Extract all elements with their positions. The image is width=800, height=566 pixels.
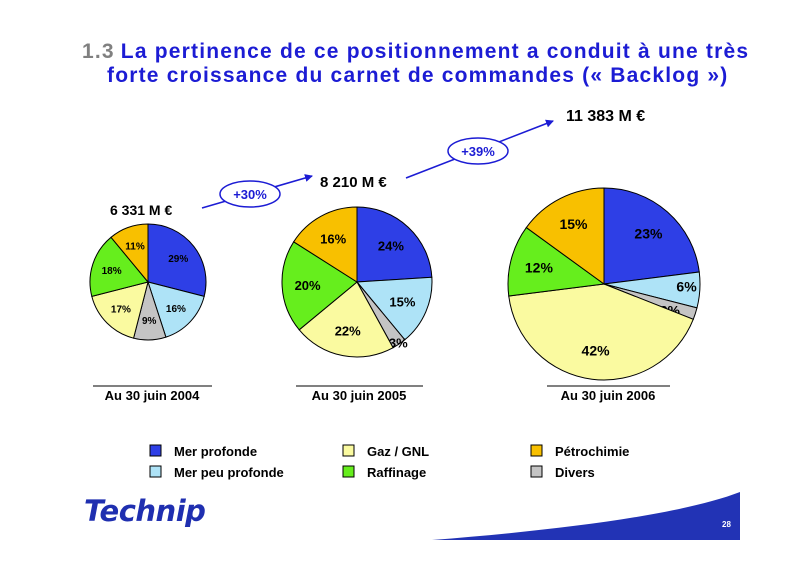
pie-1-slice-raffinage bbox=[89, 236, 149, 298]
pie-3-label-mer-peu-profonde: 6% bbox=[676, 278, 697, 294]
pie-2-label-mer-peu-profonde: 15% bbox=[389, 294, 415, 309]
pie-3-slice-gaz-gnl bbox=[508, 283, 694, 381]
growth-label-1: +30% bbox=[233, 187, 267, 202]
pie-3-label-gaz-gnl: 42% bbox=[582, 343, 611, 359]
pie-2-label-raffinage: 20% bbox=[295, 278, 321, 293]
pie-1-label-p-trochimie: 11% bbox=[125, 242, 145, 253]
growth-label-2: +39% bbox=[461, 144, 495, 159]
pie-2-label-p-trochimie: 16% bbox=[320, 231, 346, 246]
pie-1-total: 6 331 M € bbox=[110, 202, 172, 218]
legend-swatch-mer-profonde bbox=[149, 444, 162, 457]
technip-logo: Technip bbox=[84, 494, 206, 528]
legend-label-gaz-gnl: Gaz / GNL bbox=[367, 444, 429, 459]
pie-1-slice-gaz-gnl bbox=[91, 281, 149, 339]
pie-3-total: 11 383 M € bbox=[566, 108, 645, 125]
legend-swatch-raffinage bbox=[342, 465, 355, 478]
legend-label-mer-profonde: Mer profonde bbox=[174, 444, 257, 459]
title-line-2: forte croissance du carnet de commandes … bbox=[107, 64, 729, 87]
legend-label-p-trochimie: Pétrochimie bbox=[555, 444, 629, 459]
section-number: 1.3 bbox=[82, 40, 115, 63]
pie-1-label-mer-peu-profonde: 16% bbox=[166, 304, 186, 315]
pie-1-slice-p-trochimie bbox=[110, 223, 149, 284]
pie-3-slice-mer-profonde bbox=[603, 187, 700, 285]
pie-3-slice-raffinage bbox=[507, 226, 606, 297]
legend-swatch-p-trochimie bbox=[530, 444, 543, 457]
page-number: 28 bbox=[722, 520, 731, 529]
pie-1-period-label: Au 30 juin 2004 bbox=[105, 388, 200, 403]
pie-2-period-label: Au 30 juin 2005 bbox=[312, 388, 407, 403]
growth-badge-2 bbox=[447, 137, 509, 165]
pie-3-label-p-trochimie: 15% bbox=[559, 216, 588, 232]
pie-3-label-raffinage: 12% bbox=[525, 259, 554, 275]
legend-label-divers: Divers bbox=[555, 465, 595, 480]
pie-3-label-mer-profonde: 23% bbox=[634, 226, 663, 242]
pie-2-label-mer-profonde: 24% bbox=[378, 239, 404, 254]
pie-2-label-gaz-gnl: 22% bbox=[335, 323, 361, 338]
pie-1-label-divers: 9% bbox=[142, 316, 157, 327]
title-line-1: La pertinence de ce positionnement a con… bbox=[120, 40, 750, 63]
legend-label-raffinage: Raffinage bbox=[367, 465, 426, 480]
legend-label-mer-peu-profonde: Mer peu profonde bbox=[174, 465, 284, 480]
pie-1-label-raffinage: 18% bbox=[102, 266, 122, 277]
pie-2-slice-raffinage bbox=[281, 241, 358, 331]
pie-2-slice-gaz-gnl bbox=[298, 281, 394, 358]
slide-title: 1.3 La pertinence de ce positionnement a … bbox=[82, 40, 749, 88]
pie-1-slice-mer-profonde bbox=[147, 223, 207, 298]
pie-2-slice-mer-profonde bbox=[356, 206, 433, 283]
pie-3-period-label: Au 30 juin 2006 bbox=[561, 388, 656, 403]
pie-2-slice-mer-peu-profonde bbox=[355, 276, 433, 341]
pie-1-label-gaz-gnl: 17% bbox=[111, 305, 131, 316]
footer-swoosh bbox=[432, 492, 740, 540]
legend-swatch-gaz-gnl bbox=[342, 444, 355, 457]
pie-2-total: 8 210 M € bbox=[320, 174, 387, 191]
pie-2-slice-p-trochimie bbox=[292, 206, 358, 283]
legend-swatch-divers bbox=[530, 465, 543, 478]
pie-1-slice-mer-peu-profonde bbox=[147, 281, 205, 338]
pie-1-label-mer-profonde: 29% bbox=[168, 254, 188, 265]
legend-swatch-mer-peu-profonde bbox=[149, 465, 162, 478]
pie-2-label-divers: 3% bbox=[389, 335, 408, 350]
pie-3-slice-p-trochimie bbox=[525, 187, 605, 285]
growth-badge-1 bbox=[219, 180, 281, 208]
